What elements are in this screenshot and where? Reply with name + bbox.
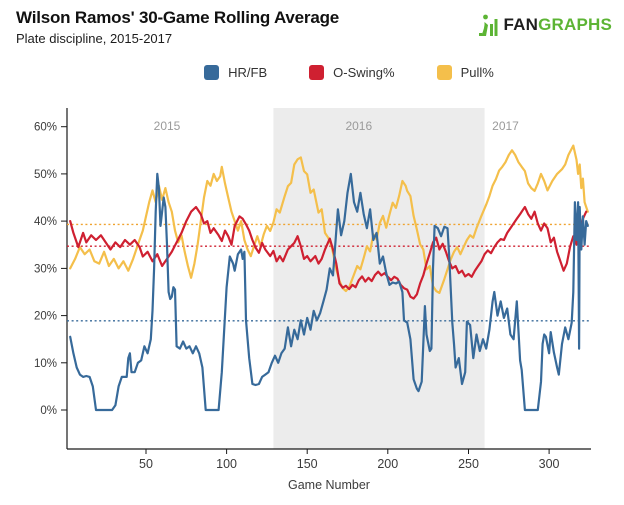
legend-swatch-icon bbox=[436, 65, 452, 80]
series-line-hr-fb bbox=[69, 172, 589, 412]
page-title: Wilson Ramos' 30-Game Rolling Average bbox=[16, 8, 340, 27]
chart-header: Wilson Ramos' 30-Game Rolling Average Pl… bbox=[16, 8, 339, 46]
legend-item-o-swing[interactable]: O-Swing% bbox=[309, 65, 395, 80]
x-axis-title: Game Number bbox=[288, 478, 370, 492]
legend-label: O-Swing% bbox=[333, 65, 395, 80]
x-tick-label: 50 bbox=[139, 457, 153, 471]
chart-legend: HR/FB O-Swing% Pull% bbox=[37, 65, 624, 80]
series-line-o-swing bbox=[69, 205, 588, 300]
y-tick-label: 30% bbox=[34, 263, 57, 275]
year-label-2016: 2016 bbox=[345, 119, 372, 133]
legend-item-hr-fb[interactable]: HR/FB bbox=[204, 65, 267, 80]
y-tick-label: 50% bbox=[34, 169, 57, 181]
y-tick-label: 10% bbox=[34, 358, 57, 370]
fangraphs-logo-icon bbox=[479, 14, 498, 36]
legend-label: Pull% bbox=[460, 65, 494, 80]
fangraphs-logo: FANGRAPHS bbox=[479, 13, 612, 36]
legend-label: HR/FB bbox=[228, 65, 268, 80]
y-tick-label: 60% bbox=[34, 122, 57, 134]
y-tick-label: 40% bbox=[34, 216, 57, 228]
x-tick-label: 200 bbox=[377, 457, 398, 471]
legend-swatch-icon bbox=[204, 65, 220, 80]
x-tick-label: 250 bbox=[458, 457, 479, 471]
legend-swatch-icon bbox=[309, 65, 325, 80]
chart-subtitle: Plate discipline, 2015-2017 bbox=[16, 31, 173, 46]
year-label-2015: 2015 bbox=[154, 119, 181, 133]
x-tick-label: 100 bbox=[216, 457, 237, 471]
y-tick-label: 20% bbox=[34, 311, 57, 323]
x-tick-label: 150 bbox=[297, 457, 318, 471]
legend-item-pull[interactable]: Pull% bbox=[436, 65, 494, 80]
logo-text-graphs: GRAPHS bbox=[538, 14, 612, 34]
year-label-2017: 2017 bbox=[492, 119, 519, 133]
logo-text-fan: FAN bbox=[503, 14, 539, 34]
x-tick-label: 300 bbox=[539, 457, 560, 471]
season-band-2016 bbox=[273, 108, 485, 449]
y-tick-label: 0% bbox=[40, 405, 57, 417]
